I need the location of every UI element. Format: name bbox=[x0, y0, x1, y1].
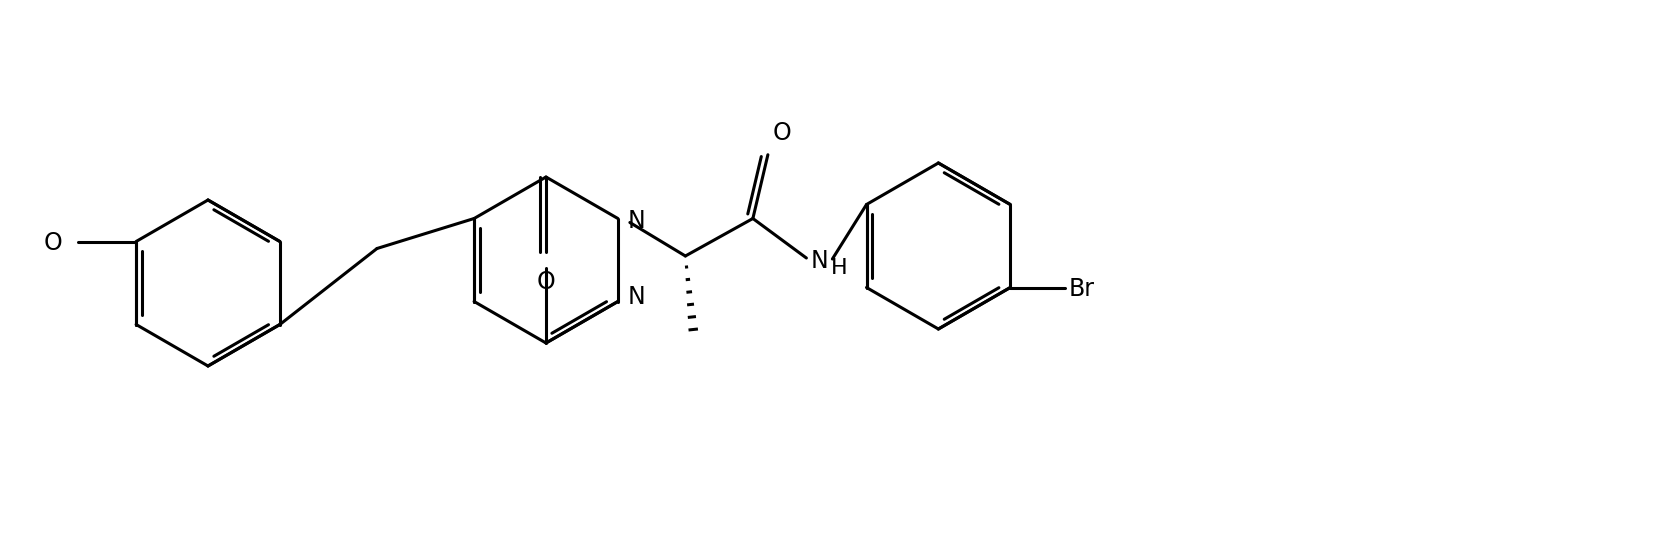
Text: N: N bbox=[628, 286, 646, 310]
Text: O: O bbox=[43, 232, 62, 255]
Text: N: N bbox=[628, 208, 646, 232]
Text: N: N bbox=[810, 249, 828, 273]
Text: O: O bbox=[773, 121, 792, 145]
Text: O: O bbox=[536, 270, 556, 294]
Text: Br: Br bbox=[1069, 277, 1094, 301]
Text: H: H bbox=[830, 258, 847, 278]
